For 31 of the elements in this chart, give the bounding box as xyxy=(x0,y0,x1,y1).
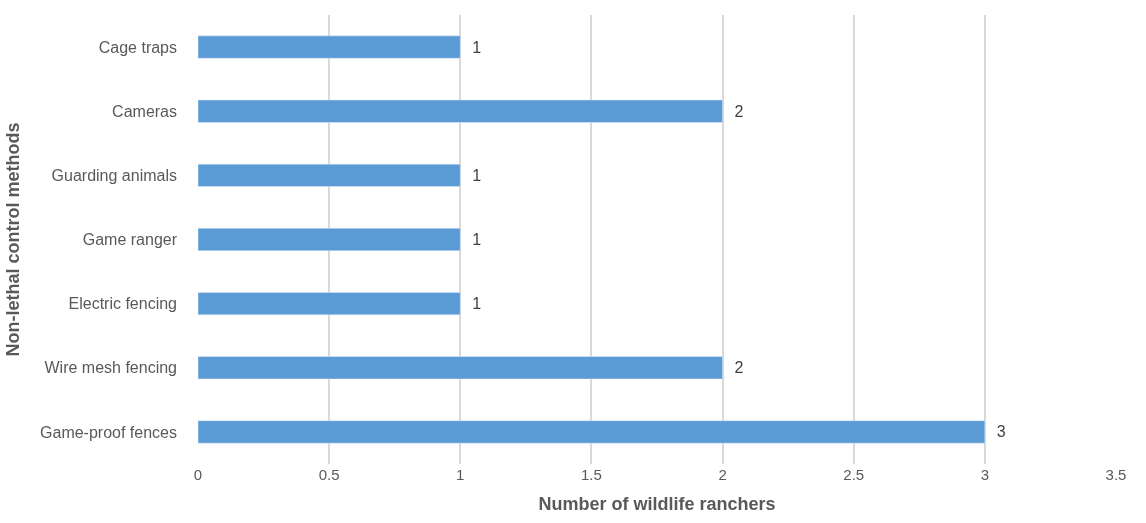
bar xyxy=(198,163,461,187)
y-tick-label: Cameras xyxy=(112,102,177,120)
y-tick-label: Game-proof fences xyxy=(40,423,177,441)
data-label: 1 xyxy=(463,231,482,248)
bar xyxy=(198,356,723,380)
y-axis-title: Non-lethal control methods xyxy=(3,122,24,357)
x-tick-label: 1.5 xyxy=(581,466,602,483)
x-tick-label: 2 xyxy=(718,466,727,483)
data-label: 1 xyxy=(463,166,482,184)
bar xyxy=(198,420,986,444)
x-axis-title: Number of wildlife ranchers xyxy=(538,494,776,515)
data-label: 2 xyxy=(725,102,744,120)
bar xyxy=(198,228,461,251)
data-label: 1 xyxy=(463,38,482,56)
bar xyxy=(198,99,723,123)
data-label: 2 xyxy=(725,359,744,377)
y-tick-label: Cage traps xyxy=(98,38,177,56)
bar xyxy=(198,35,461,59)
y-tick-label: Electric fencing xyxy=(68,295,177,313)
x-tick-label: 0.5 xyxy=(318,466,340,483)
bar xyxy=(198,292,461,316)
x-tick-label: 3 xyxy=(980,466,990,483)
y-tick-label: Game ranger xyxy=(82,231,178,249)
data-label: 1 xyxy=(463,295,482,313)
x-tick-label: 3.5 xyxy=(1105,466,1127,483)
x-tick-label: 1 xyxy=(456,466,465,483)
data-label: 3 xyxy=(987,423,1006,441)
y-tick-label: Guarding animals xyxy=(51,166,177,184)
y-tick-label: Wire mesh fencing xyxy=(44,359,177,377)
x-tick-label: 2.5 xyxy=(843,466,865,483)
x-tick-label: 0 xyxy=(193,466,203,483)
